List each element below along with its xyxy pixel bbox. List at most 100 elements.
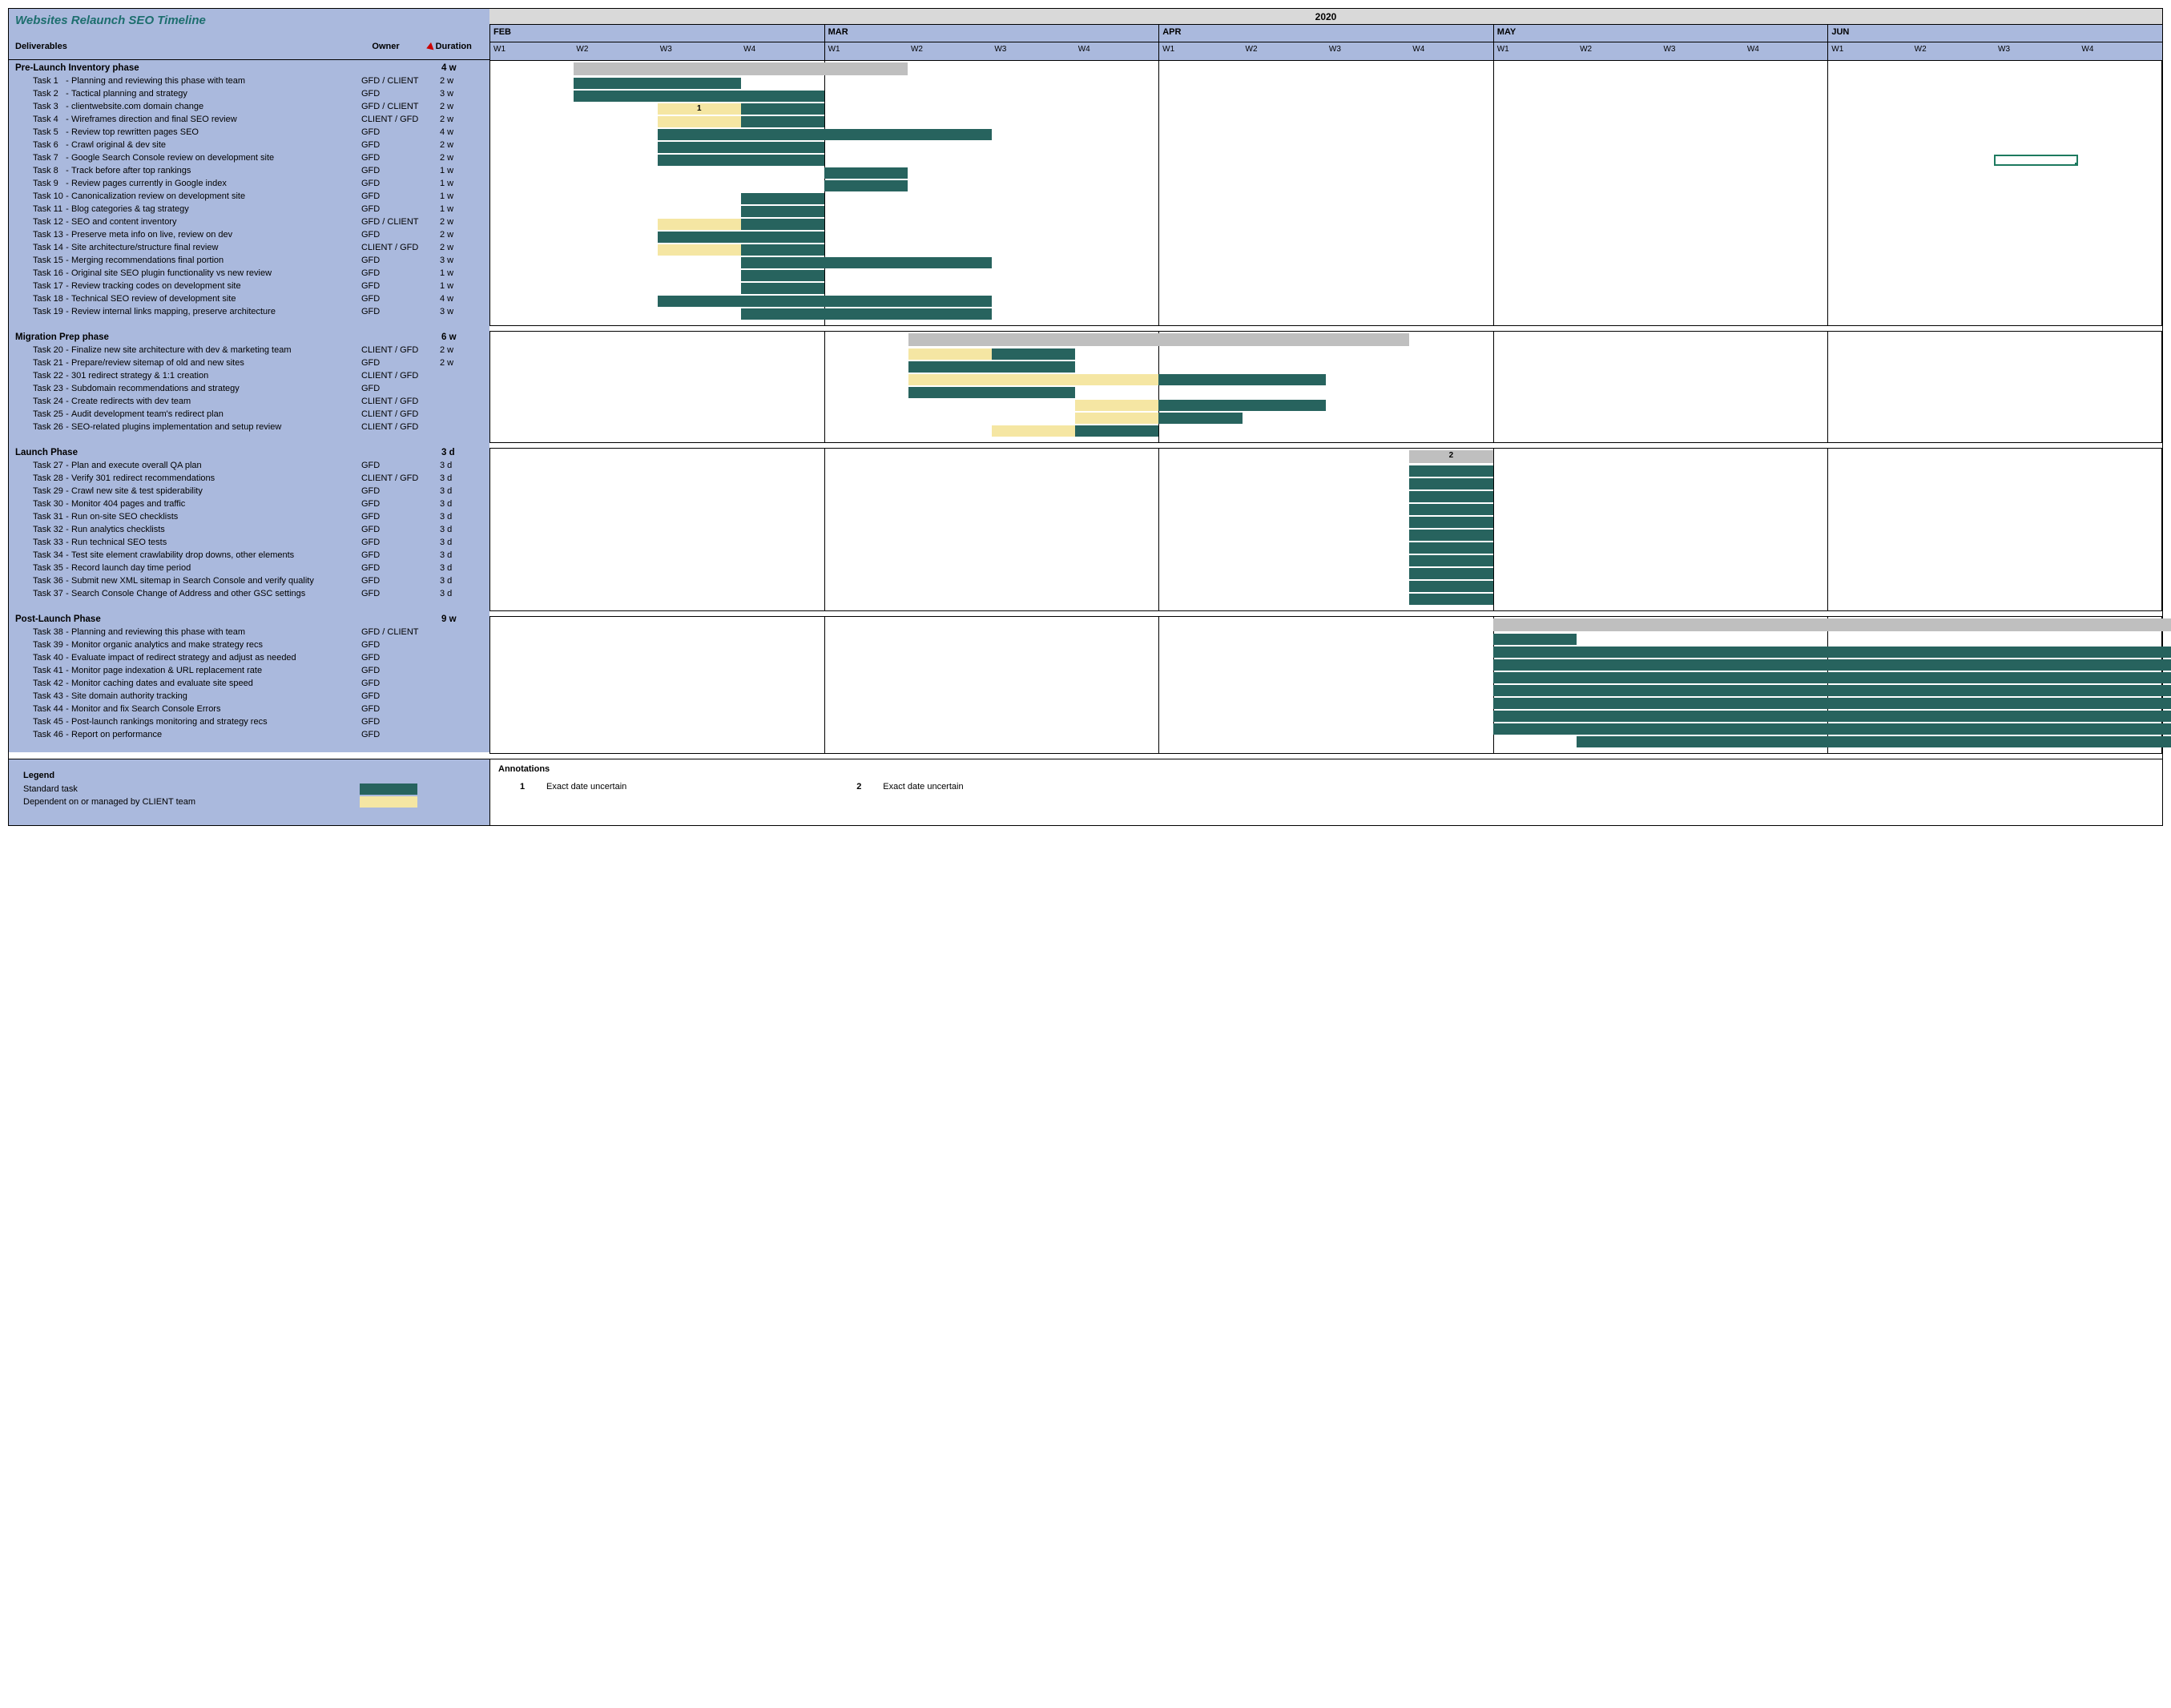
- task-duration: 1 w: [440, 191, 480, 201]
- month-header: FEB: [489, 25, 824, 42]
- week-header: W3: [1326, 42, 1409, 60]
- task-duration: 3 w: [440, 89, 480, 99]
- task-owner: GFD / CLIENT: [361, 217, 440, 227]
- task-owner: GFD: [361, 550, 440, 560]
- task-desc: Monitor page indexation & URL replacemen…: [71, 666, 361, 675]
- week-header: W4: [1744, 42, 1827, 60]
- task-number: Task 24: [15, 397, 63, 406]
- task-number: Task 25: [15, 409, 63, 419]
- task-duration: 2 w: [440, 76, 480, 86]
- task-bar: [741, 283, 824, 294]
- task-number: Task 22: [15, 371, 63, 381]
- task-duration: 2 w: [440, 153, 480, 163]
- task-duration: 2 w: [440, 345, 480, 355]
- task-number: Task 19: [15, 307, 63, 316]
- task-duration: 2 w: [440, 230, 480, 240]
- gantt-phase: 2: [489, 448, 2162, 611]
- task-number: Task 26: [15, 422, 63, 432]
- task-row: Task 43-Site domain authority trackingGF…: [9, 690, 489, 703]
- task-desc: Post-launch rankings monitoring and stra…: [71, 717, 361, 727]
- task-duration: 1 w: [440, 281, 480, 291]
- task-bar: [574, 91, 824, 102]
- task-number: Task 16: [15, 268, 63, 278]
- task-desc: Planning and reviewing this phase with t…: [71, 627, 361, 637]
- task-owner: GFD: [361, 640, 440, 650]
- annotation-item: 2Exact date uncertain: [835, 782, 963, 792]
- task-bar: [908, 361, 1076, 373]
- task-owner: GFD: [361, 294, 440, 304]
- task-desc: Search Console Change of Address and oth…: [71, 589, 361, 598]
- week-header: W1: [1158, 42, 1242, 60]
- phase-duration: 4 w: [441, 63, 481, 73]
- task-owner: GFD: [361, 730, 440, 739]
- year-label: 2020: [489, 9, 2162, 25]
- task-desc: Audit development team's redirect plan: [71, 409, 361, 419]
- task-row: Task 1-Planning and reviewing this phase…: [9, 75, 489, 87]
- task-row: Task 24-Create redirects with dev teamCL…: [9, 395, 489, 408]
- task-owner: GFD: [361, 666, 440, 675]
- annotation-text: Exact date uncertain: [546, 782, 626, 792]
- task-row: Task 8-Track before after top rankingsGF…: [9, 164, 489, 177]
- task-row: Task 46-Report on performanceGFD: [9, 728, 489, 741]
- task-desc: Create redirects with dev team: [71, 397, 361, 406]
- task-desc: Site architecture/structure final review: [71, 243, 361, 252]
- task-number: Task 45: [15, 717, 63, 727]
- week-header: W3: [657, 42, 740, 60]
- month-header: MAR: [824, 25, 1159, 42]
- task-number: Task 38: [15, 627, 63, 637]
- task-row: Task 6-Crawl original & dev siteGFD2 w: [9, 139, 489, 151]
- task-owner: GFD: [361, 499, 440, 509]
- task-desc: Original site SEO plugin functionality v…: [71, 268, 361, 278]
- week-header: W4: [2078, 42, 2161, 60]
- task-row: Task 35-Record launch day time periodGFD…: [9, 562, 489, 574]
- task-number: Task 3: [15, 102, 63, 111]
- task-number: Task 2: [15, 89, 63, 99]
- task-desc: Review top rewritten pages SEO: [71, 127, 361, 137]
- task-owner: GFD: [361, 691, 440, 701]
- task-owner: CLIENT / GFD: [361, 409, 440, 419]
- selection-marker: [1994, 155, 2077, 166]
- task-owner: GFD: [361, 563, 440, 573]
- task-desc: Site domain authority tracking: [71, 691, 361, 701]
- task-bar: [658, 219, 741, 230]
- header-left: Websites Relaunch SEO Timeline Deliverab…: [9, 9, 489, 60]
- task-owner: GFD: [361, 127, 440, 137]
- task-number: Task 30: [15, 499, 63, 509]
- task-number: Task 21: [15, 358, 63, 368]
- task-row: Task 26-SEO-related plugins implementati…: [9, 421, 489, 433]
- task-owner: CLIENT / GFD: [361, 371, 440, 381]
- phase-name: Post-Launch Phase: [15, 614, 441, 624]
- task-row: Task 5-Review top rewritten pages SEOGFD…: [9, 126, 489, 139]
- task-bar: [1158, 374, 1326, 385]
- task-owner: GFD: [361, 256, 440, 265]
- task-owner: GFD: [361, 140, 440, 150]
- task-bar: [1409, 504, 1492, 515]
- task-bar: [1409, 478, 1492, 489]
- task-number: Task 29: [15, 486, 63, 496]
- task-owner: CLIENT / GFD: [361, 397, 440, 406]
- task-desc: Crawl original & dev site: [71, 140, 361, 150]
- task-bar: [658, 129, 992, 140]
- task-row: Task 21-Prepare/review sitemap of old an…: [9, 357, 489, 369]
- task-owner: GFD: [361, 179, 440, 188]
- task-bar: [1409, 530, 1492, 541]
- annotation-text: Exact date uncertain: [883, 782, 963, 792]
- month-header: APR: [1158, 25, 1493, 42]
- task-row: Task 3-clientwebsite.com domain changeGF…: [9, 100, 489, 113]
- week-header: W2: [908, 42, 991, 60]
- task-row: Task 4-Wireframes direction and final SE…: [9, 113, 489, 126]
- task-desc: Evaluate impact of redirect strategy and…: [71, 653, 361, 663]
- annotation-marker: 1: [697, 104, 702, 113]
- task-row: Task 29-Crawl new site & test spiderabil…: [9, 485, 489, 497]
- task-bar: [1409, 581, 1492, 592]
- task-owner: GFD: [361, 268, 440, 278]
- task-duration: 3 d: [440, 563, 480, 573]
- task-duration: 4 w: [440, 127, 480, 137]
- task-bar: [1409, 491, 1492, 502]
- task-row: Task 20-Finalize new site architecture w…: [9, 344, 489, 357]
- task-owner: GFD: [361, 166, 440, 175]
- week-header: W2: [1911, 42, 1995, 60]
- task-bar: [741, 308, 992, 320]
- week-header: W1: [1827, 42, 1911, 60]
- task-bar: [1158, 400, 1326, 411]
